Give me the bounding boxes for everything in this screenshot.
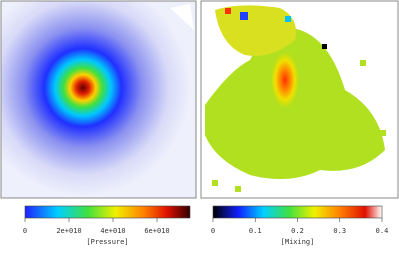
pressure-image bbox=[0, 0, 197, 199]
tick-label: 0.1 bbox=[249, 227, 262, 235]
colorbar-label: [Pressure] bbox=[86, 238, 128, 246]
tick-label: 6e+010 bbox=[144, 227, 169, 235]
tick-label: 0 bbox=[23, 227, 27, 235]
tick-label: 0.2 bbox=[291, 227, 304, 235]
tick-label: 0.4 bbox=[376, 227, 389, 235]
colorbar bbox=[212, 205, 383, 219]
tick-label: 0.3 bbox=[333, 227, 346, 235]
tick-label: 2e+010 bbox=[56, 227, 81, 235]
colorbar-label: [Mixing] bbox=[281, 238, 315, 246]
colorbar bbox=[24, 205, 191, 219]
mixing-image bbox=[200, 0, 399, 199]
tick-label: 0 bbox=[211, 227, 215, 235]
tick-label: 4e+010 bbox=[100, 227, 125, 235]
